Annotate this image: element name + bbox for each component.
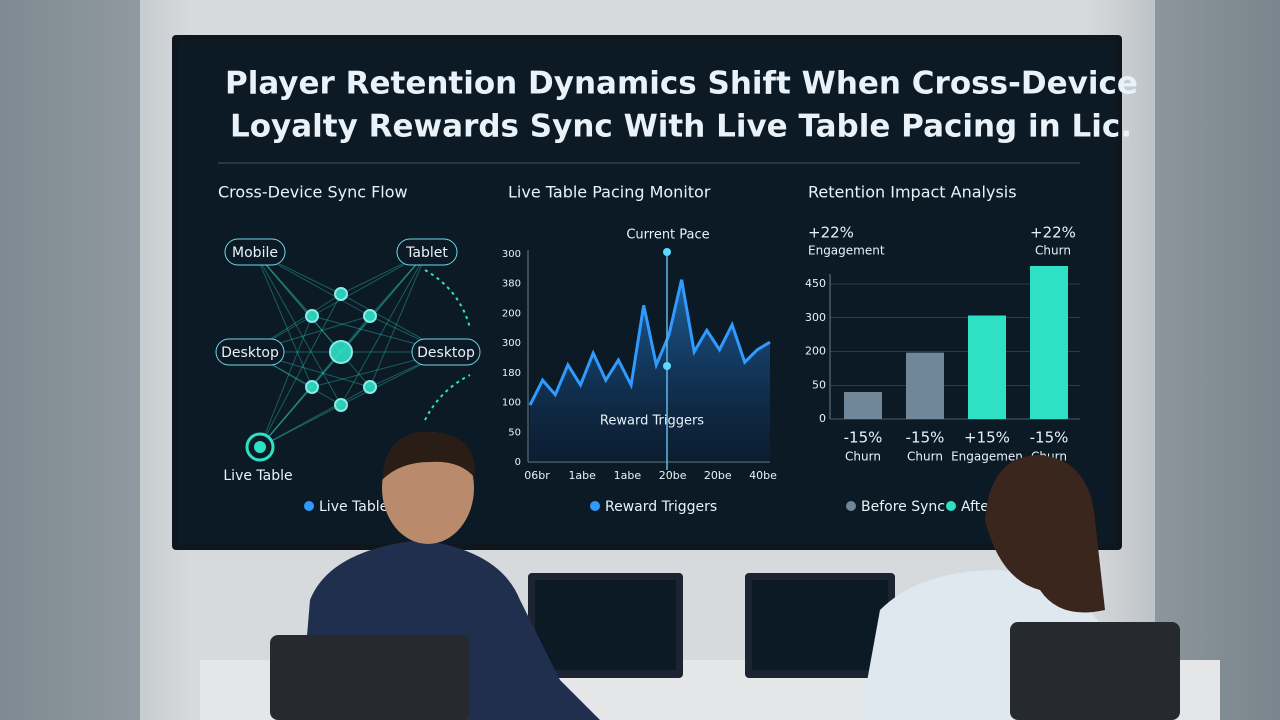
network: Mobile Tablet Desktop Desktop Live Table Live… <box>215 238 481 515</box>
annotation-label: Churn <box>1035 244 1071 258</box>
annotation: Current Pace <box>626 228 709 243</box>
office-right <box>1155 0 1280 720</box>
bar-label: +15% <box>964 429 1010 447</box>
bar-sublabel: Churn <box>845 450 881 464</box>
bar-label: -15% <box>906 429 945 447</box>
panel-heading: Live Table Pacing Monitor <box>508 183 711 202</box>
panel-heading: Retention Impact Analysis <box>808 183 1017 202</box>
pace-area <box>530 279 770 462</box>
hair-left <box>382 431 476 480</box>
bar <box>844 392 882 419</box>
node-pill <box>215 338 285 366</box>
bar-label: -15% <box>1030 429 1069 447</box>
node-label: Desktop <box>221 345 279 361</box>
y-tick-label: 450 <box>805 277 826 290</box>
legend-label: Reward Triggers <box>605 499 717 515</box>
y-tick-label: 300 <box>502 338 521 349</box>
title-line: Player Retention Dynamics Shift When Cro… <box>225 66 1138 102</box>
node-pill <box>396 238 458 266</box>
annotation-value: +22% <box>1030 224 1076 242</box>
node-pill <box>411 338 481 366</box>
node-label: Mobile <box>232 245 278 261</box>
sync-link <box>254 251 342 353</box>
live-table-core <box>254 441 266 453</box>
sync-link <box>259 315 313 448</box>
x-tick-label: 06br <box>524 469 550 482</box>
legend-dot <box>590 501 600 511</box>
y-tick-label: 0 <box>515 457 521 468</box>
y-tick-label: 380 <box>502 279 521 290</box>
y-tick-label: 0 <box>819 412 826 425</box>
sync-link <box>259 293 342 448</box>
y-tick-label: 300 <box>805 311 826 324</box>
x-tick-label: 20be <box>704 469 732 482</box>
chair <box>1010 622 1180 720</box>
hair-right <box>985 455 1105 613</box>
marker-dot <box>663 362 671 370</box>
retention-chart: 0 50 200 300 450 -15% Churn -15% Churn +15% Engage… <box>805 224 1080 515</box>
laptop-screen <box>752 580 888 670</box>
sync-node <box>305 309 319 323</box>
y-tick-label: 180 <box>502 368 521 379</box>
node-label: Live Table <box>223 468 292 484</box>
bar-sublabel: Churn <box>907 450 943 464</box>
sync-link <box>340 251 428 406</box>
sync-link <box>254 251 342 406</box>
sync-arrow <box>424 269 471 329</box>
x-tick-label: 1abe <box>614 469 642 482</box>
annotation-value: +22% <box>808 224 854 242</box>
annotation: Reward Triggers <box>600 414 704 429</box>
y-tick-label: 200 <box>502 308 521 319</box>
office-left <box>0 0 140 720</box>
sync-node <box>305 380 319 394</box>
panel-heading: Cross-Device Sync Flow <box>218 183 408 202</box>
legend-label: Live Table <box>319 499 388 515</box>
sync-node <box>363 309 377 323</box>
bar-label: -15% <box>844 429 883 447</box>
sync-link <box>259 404 342 448</box>
sync-link <box>369 251 428 388</box>
bar-sublabel: Engagemen <box>951 450 1023 464</box>
y-tick-label: 200 <box>805 345 826 358</box>
legend-dot <box>946 501 956 511</box>
node-label: Desktop <box>417 345 475 361</box>
x-tick-label: 1abe <box>568 469 596 482</box>
legend-label: Before Sync <box>861 499 945 515</box>
sync-node <box>363 380 377 394</box>
laptop-screen <box>535 580 676 670</box>
bar <box>1030 266 1068 419</box>
title-line: Loyalty Rewards Sync With Live Table Pac… <box>230 109 1132 145</box>
sync-link <box>254 251 313 388</box>
x-tick-label: 40be <box>749 469 777 482</box>
legend-dot <box>846 501 856 511</box>
legend-dot <box>304 501 314 511</box>
sync-link <box>259 386 371 448</box>
bar <box>906 352 944 419</box>
node-label: Tablet <box>405 245 448 261</box>
sync-node <box>334 398 348 412</box>
sync-link <box>340 251 428 353</box>
sync-link <box>259 351 342 448</box>
y-tick-label: 300 <box>502 249 521 260</box>
sync-arrow <box>424 374 471 421</box>
annotation-label: Engagement <box>808 244 885 258</box>
x-tick-label: 20be <box>659 469 687 482</box>
pace-line <box>528 279 771 406</box>
marker-dot <box>663 248 671 256</box>
chair <box>270 635 470 720</box>
node-pill <box>224 238 286 266</box>
sync-node <box>334 287 348 301</box>
y-tick-label: 100 <box>502 398 521 409</box>
bar <box>968 315 1006 419</box>
y-tick-label: 50 <box>812 378 826 391</box>
sync-node <box>329 340 353 364</box>
y-tick-label: 50 <box>508 427 521 438</box>
